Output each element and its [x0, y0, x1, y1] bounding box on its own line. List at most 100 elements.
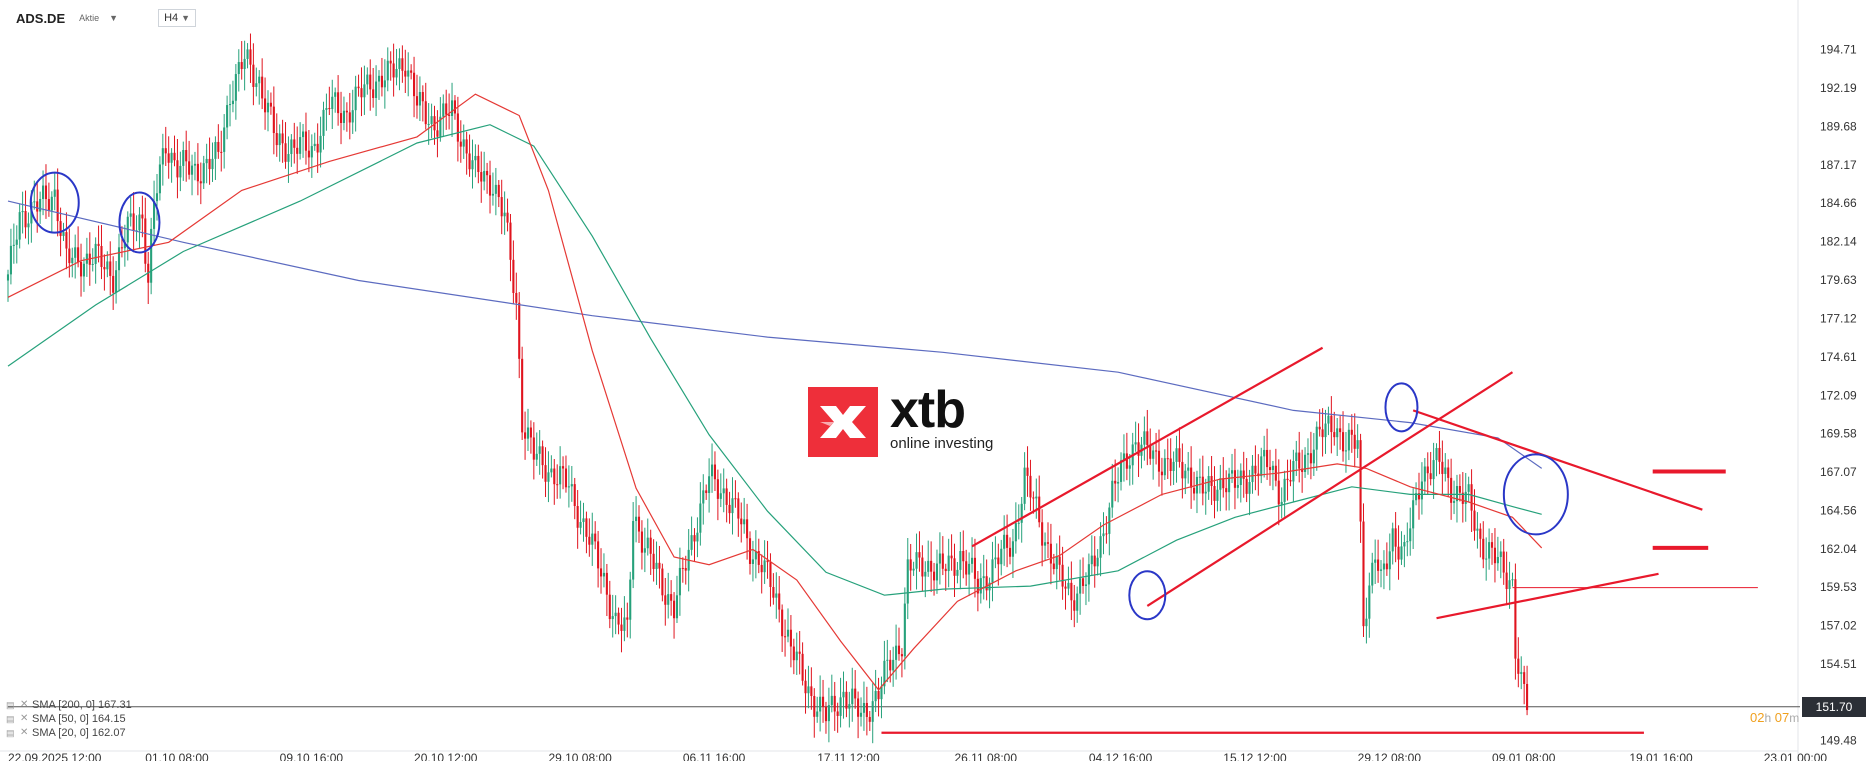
candle [792, 638, 795, 675]
symbol-dropdown-icon[interactable]: ▼ [109, 13, 119, 23]
candle [541, 440, 544, 479]
candle-body [722, 488, 725, 494]
remove-icon[interactable]: ✕ [20, 713, 29, 724]
candle-body [576, 506, 579, 528]
candle-body [889, 659, 892, 671]
candle-body [1230, 470, 1234, 474]
candle-body [94, 243, 97, 264]
candle-body [269, 102, 272, 107]
candle-body [784, 636, 787, 638]
candle [1266, 428, 1269, 480]
candle [115, 261, 118, 304]
candle [331, 79, 334, 130]
candle-body [1508, 580, 1511, 590]
candle [1233, 448, 1237, 510]
candle [851, 667, 854, 722]
candle-body [1514, 579, 1517, 659]
candle-body [176, 160, 179, 178]
candle [1131, 432, 1134, 485]
candle-body [491, 193, 494, 196]
candle [1181, 443, 1184, 499]
highlight-circle [1128, 570, 1167, 621]
candle-body [261, 76, 264, 99]
candle [702, 474, 705, 525]
candle [696, 517, 699, 558]
candle-body [1371, 562, 1374, 586]
candle [1315, 421, 1318, 471]
candle-body [228, 104, 232, 106]
candle-body [585, 518, 588, 537]
timeframe-select[interactable]: H4 ▼ [158, 9, 197, 27]
candle [82, 257, 86, 292]
candle [1251, 454, 1254, 494]
candle [1347, 423, 1350, 461]
candle-body [640, 531, 643, 553]
candle-body [1236, 484, 1239, 488]
candle-body [1350, 429, 1353, 435]
remove-icon[interactable]: ✕ [20, 727, 29, 738]
visibility-icon[interactable]: ▤ [6, 728, 15, 738]
candle [591, 512, 594, 566]
visibility-icon[interactable]: ▤ [6, 714, 15, 724]
candle-body [912, 568, 915, 571]
candle-body [646, 537, 649, 549]
candle-body [59, 221, 62, 236]
candle [348, 92, 351, 140]
candle [1432, 442, 1435, 499]
candle [173, 135, 176, 167]
candle-body [138, 214, 141, 231]
candle-body [895, 645, 898, 660]
candle-body [632, 521, 635, 580]
candle [220, 130, 223, 172]
candle-body [635, 516, 638, 522]
candle-body [1187, 467, 1190, 471]
logo-tagline: online investing [890, 435, 994, 452]
candle [459, 120, 462, 163]
candle [480, 151, 483, 203]
candle [532, 422, 535, 480]
legend-item[interactable]: ▤ ✕ SMA [200, 0] 167.31 [6, 698, 132, 712]
countdown-minutes: 07 [1774, 710, 1790, 725]
candle [836, 702, 839, 733]
symbol-name[interactable]: ADS.DE [16, 10, 66, 26]
candle-body [1315, 426, 1318, 450]
candle-body [1160, 471, 1163, 476]
candle-body [994, 557, 997, 560]
candle-body [1502, 551, 1505, 573]
candle-body [97, 243, 100, 246]
candle-body [1400, 546, 1403, 560]
candle-body [906, 559, 909, 604]
candle-body [319, 135, 322, 153]
candle-body [15, 239, 18, 245]
candle [567, 465, 570, 508]
candle [605, 563, 608, 617]
candle-body [1455, 486, 1459, 502]
candle-body [1166, 458, 1169, 460]
candle-body [591, 533, 594, 545]
legend-item[interactable]: ▤ ✕ SMA [50, 0] 164.15 [6, 712, 132, 726]
candle [1467, 476, 1470, 502]
candle-body [445, 103, 448, 115]
candle [217, 124, 220, 159]
candle [743, 497, 746, 534]
visibility-icon[interactable]: ▤ [6, 700, 15, 710]
candle [509, 214, 512, 282]
candle [1087, 553, 1090, 602]
candle [664, 577, 667, 626]
candle [1079, 559, 1082, 615]
candle-body [670, 594, 673, 601]
candle [18, 203, 21, 249]
candle-body [1412, 500, 1415, 529]
candle-body [18, 212, 21, 240]
legend-item[interactable]: ▤ ✕ SMA [20, 0] 162.07 [6, 726, 132, 740]
candle-body [617, 612, 620, 625]
candle [1117, 467, 1120, 503]
candle [1219, 464, 1222, 512]
candle-body [468, 153, 471, 170]
candle [103, 254, 106, 291]
remove-icon[interactable]: ✕ [20, 699, 29, 710]
timeframe-value: H4 [164, 12, 179, 24]
candle-body [1365, 618, 1368, 627]
candle [1464, 472, 1467, 522]
